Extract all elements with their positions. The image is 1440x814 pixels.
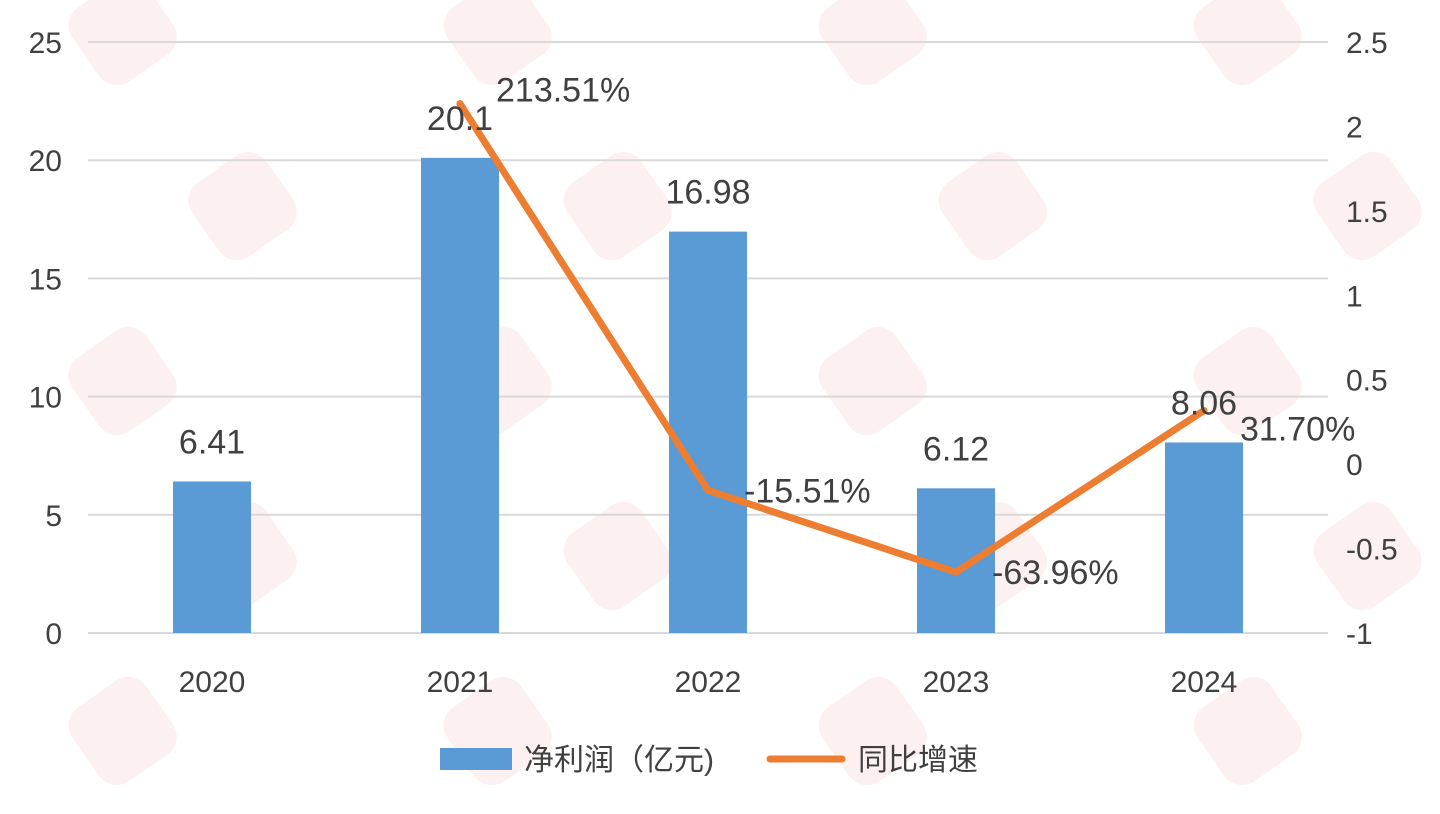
watermark-tile (563, 502, 672, 611)
growth-line (456, 100, 1208, 576)
bar-value-label: 6.41 (179, 423, 245, 461)
x-axis-ticks: 2020 2021 2022 2023 2024 (179, 666, 1238, 699)
watermark-logo (1313, 502, 1422, 611)
right-tick-label: 2.5 (1346, 27, 1388, 60)
watermark-tile (818, 677, 927, 786)
watermark-tile (563, 152, 672, 261)
watermark-tile (1313, 502, 1422, 611)
watermark-tile (818, 0, 927, 86)
watermark-tile (68, 327, 177, 436)
bar-value-label: 8.06 (1171, 384, 1237, 422)
watermark-tile (1313, 152, 1422, 261)
right-tick-label: 0.5 (1346, 365, 1388, 398)
watermark-logo (1193, 0, 1302, 86)
x-tick-label: 2023 (923, 666, 990, 699)
watermark-tile (188, 152, 297, 261)
left-tick-label: 0 (45, 618, 62, 651)
watermark-logo (188, 152, 297, 261)
watermark-logo (1313, 152, 1422, 261)
watermark-logo (938, 152, 1047, 261)
bar-value-label: 16.98 (665, 174, 750, 212)
right-tick-label: 2 (1346, 111, 1363, 144)
x-tick-label: 2021 (427, 666, 494, 699)
bar-series (173, 157, 1243, 633)
watermark-logo (1193, 677, 1302, 786)
watermark-tile (68, 0, 177, 86)
right-tick-label: -1 (1346, 618, 1373, 651)
left-tick-label: 25 (29, 27, 62, 60)
growth-point (456, 100, 464, 108)
watermark-tile (68, 677, 177, 786)
legend: 净利润（亿元) 同比增速 (440, 744, 978, 777)
right-tick-label: 0 (1346, 449, 1363, 482)
left-tick-label: 5 (45, 500, 62, 533)
growth-point (1200, 407, 1208, 415)
line-series (456, 100, 1208, 576)
watermark-logo (68, 327, 177, 436)
watermark-tile (1193, 327, 1302, 436)
watermark-tile (818, 327, 927, 436)
growth-point (952, 568, 960, 576)
legend-bar-swatch (440, 748, 512, 770)
watermark-tile (938, 152, 1047, 261)
growth-value-label: 31.70% (1240, 411, 1355, 449)
watermark-logo (68, 0, 177, 86)
watermark-tile (443, 0, 552, 86)
legend-bar-label: 净利润（亿元) (524, 744, 714, 777)
bar (173, 481, 251, 633)
watermark-logo (68, 677, 177, 786)
right-tick-label: -0.5 (1346, 534, 1398, 567)
right-tick-label: 1.5 (1346, 196, 1388, 229)
x-tick-label: 2020 (179, 666, 246, 699)
bar (1165, 442, 1243, 633)
x-tick-label: 2022 (675, 666, 742, 699)
data-labels: 6.41 20.1 16.98 6.12 8.06 213.51% -15.51% -63.9… (179, 72, 1355, 593)
growth-point (704, 486, 712, 494)
bar-value-label: 20.1 (427, 100, 493, 138)
growth-value-label: -63.96% (992, 554, 1119, 592)
watermark-logo (1193, 327, 1302, 436)
bar (669, 231, 747, 633)
left-tick-label: 20 (29, 145, 62, 178)
left-tick-label: 10 (29, 382, 62, 415)
left-axis-ticks: 0 5 10 15 20 25 (29, 27, 62, 651)
watermark-tile (1193, 677, 1302, 786)
watermark-tile (1193, 0, 1302, 86)
right-axis-ticks: -1 -0.5 0 0.5 1 1.5 2 2.5 (1346, 27, 1398, 651)
watermark-logo (563, 152, 672, 261)
growth-value-label: 213.51% (496, 72, 630, 110)
watermark-logo (818, 677, 927, 786)
bar (421, 157, 499, 633)
watermark-logo (818, 0, 927, 86)
watermark-logo (563, 502, 672, 611)
bar-value-label: 6.12 (923, 430, 989, 468)
right-tick-label: 1 (1346, 280, 1363, 313)
watermark-logo (818, 327, 927, 436)
growth-value-label: -15.51% (744, 472, 871, 510)
legend-line-label: 同比增速 (858, 744, 978, 777)
x-tick-label: 2024 (1171, 666, 1238, 699)
left-tick-label: 15 (29, 263, 62, 296)
watermark-logo (443, 0, 552, 86)
